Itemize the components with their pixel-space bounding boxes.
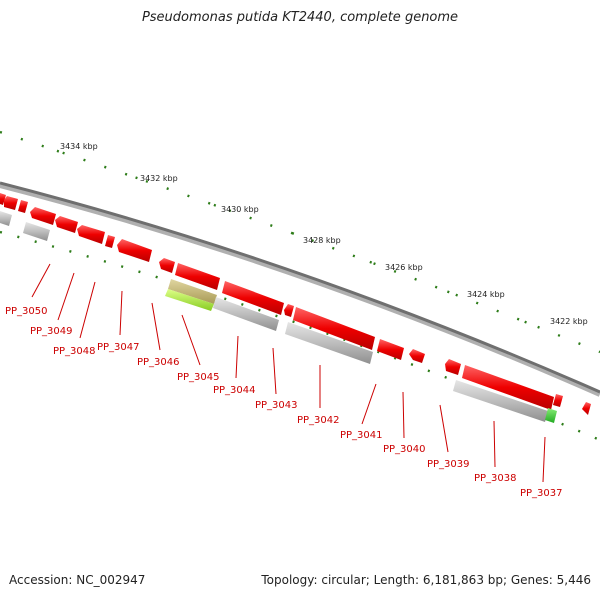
genome-summary-text: Topology: circular; Length: 6,181,863 bp… bbox=[261, 573, 591, 587]
feature-track[interactable] bbox=[0, 211, 557, 423]
gene-arrow[interactable] bbox=[30, 207, 56, 225]
feature-bar[interactable] bbox=[23, 222, 50, 241]
label-leaders bbox=[31, 263, 546, 483]
scale-label: 3430 kbp bbox=[221, 205, 259, 214]
feature-bar[interactable] bbox=[0, 211, 12, 226]
gene-label[interactable]: PP_3045 bbox=[177, 372, 220, 383]
scale-track bbox=[0, 130, 600, 354]
gene-label[interactable]: PP_3038 bbox=[474, 473, 517, 484]
gene-labels: PP_3050 PP_3049 PP_3048 PP_3047 PP_3046 … bbox=[5, 306, 563, 499]
gene-label[interactable]: PP_3044 bbox=[213, 385, 256, 396]
gene-track[interactable] bbox=[0, 193, 591, 415]
gene-label[interactable]: PP_3043 bbox=[255, 400, 298, 411]
gene-arrow[interactable] bbox=[409, 349, 425, 363]
gene-label[interactable]: PP_3048 bbox=[53, 346, 96, 357]
scale-dots bbox=[0, 130, 600, 354]
gene-arrow[interactable] bbox=[55, 216, 78, 233]
gene-label[interactable]: PP_3041 bbox=[340, 430, 383, 441]
gene-label[interactable]: PP_3049 bbox=[30, 326, 73, 337]
genome-backbone bbox=[0, 181, 600, 394]
gene-arrow[interactable] bbox=[582, 402, 591, 415]
feature-bar-green[interactable] bbox=[545, 408, 557, 423]
gene-arrow[interactable] bbox=[222, 281, 284, 315]
gene-arrow[interactable] bbox=[18, 200, 28, 213]
gene-arrow[interactable] bbox=[105, 235, 115, 248]
gene-arrow[interactable] bbox=[284, 304, 294, 317]
gene-arrow[interactable] bbox=[293, 307, 375, 350]
gene-arrow[interactable] bbox=[159, 258, 175, 273]
feature-bar[interactable] bbox=[453, 380, 548, 422]
feature-bar[interactable] bbox=[285, 322, 373, 364]
scale-labels: 3434 kbp 3432 kbp 3430 kbp 3428 kbp 3426… bbox=[60, 142, 588, 326]
gene-label[interactable]: PP_3037 bbox=[520, 488, 563, 499]
gene-label[interactable]: PP_3046 bbox=[137, 357, 180, 368]
gene-label[interactable]: PP_3042 bbox=[297, 415, 340, 426]
gene-label[interactable]: PP_3040 bbox=[383, 444, 426, 455]
gene-arrow[interactable] bbox=[175, 263, 220, 290]
scale-label: 3434 kbp bbox=[60, 142, 98, 151]
gene-arrow[interactable] bbox=[117, 239, 152, 262]
gene-label[interactable]: PP_3047 bbox=[97, 342, 140, 353]
feature-bar-highlight[interactable] bbox=[165, 289, 214, 311]
gene-label[interactable]: PP_3050 bbox=[5, 306, 48, 317]
scale-label: 3424 kbp bbox=[467, 290, 505, 299]
scale-label: 3428 kbp bbox=[303, 236, 341, 245]
map-title: Pseudomonas putida KT2440, complete geno… bbox=[141, 10, 459, 25]
gene-arrow[interactable] bbox=[553, 394, 563, 407]
gene-arrow[interactable] bbox=[4, 196, 18, 210]
accession-text: Accession: NC_002947 bbox=[9, 573, 146, 587]
gene-label[interactable]: PP_3039 bbox=[427, 459, 470, 470]
gene-arrow[interactable] bbox=[377, 339, 404, 360]
gene-arrow[interactable] bbox=[445, 359, 461, 375]
feature-bar[interactable] bbox=[168, 279, 217, 304]
gene-arrow[interactable] bbox=[0, 193, 6, 205]
genome-backbone-shadow bbox=[0, 182, 600, 397]
feature-bar[interactable] bbox=[213, 297, 279, 331]
scale-label: 3426 kbp bbox=[385, 263, 423, 272]
scale-label: 3422 kbp bbox=[550, 317, 588, 326]
scale-label: 3432 kbp bbox=[140, 174, 178, 183]
gene-arrow[interactable] bbox=[462, 365, 554, 410]
gene-arrow[interactable] bbox=[77, 225, 105, 244]
